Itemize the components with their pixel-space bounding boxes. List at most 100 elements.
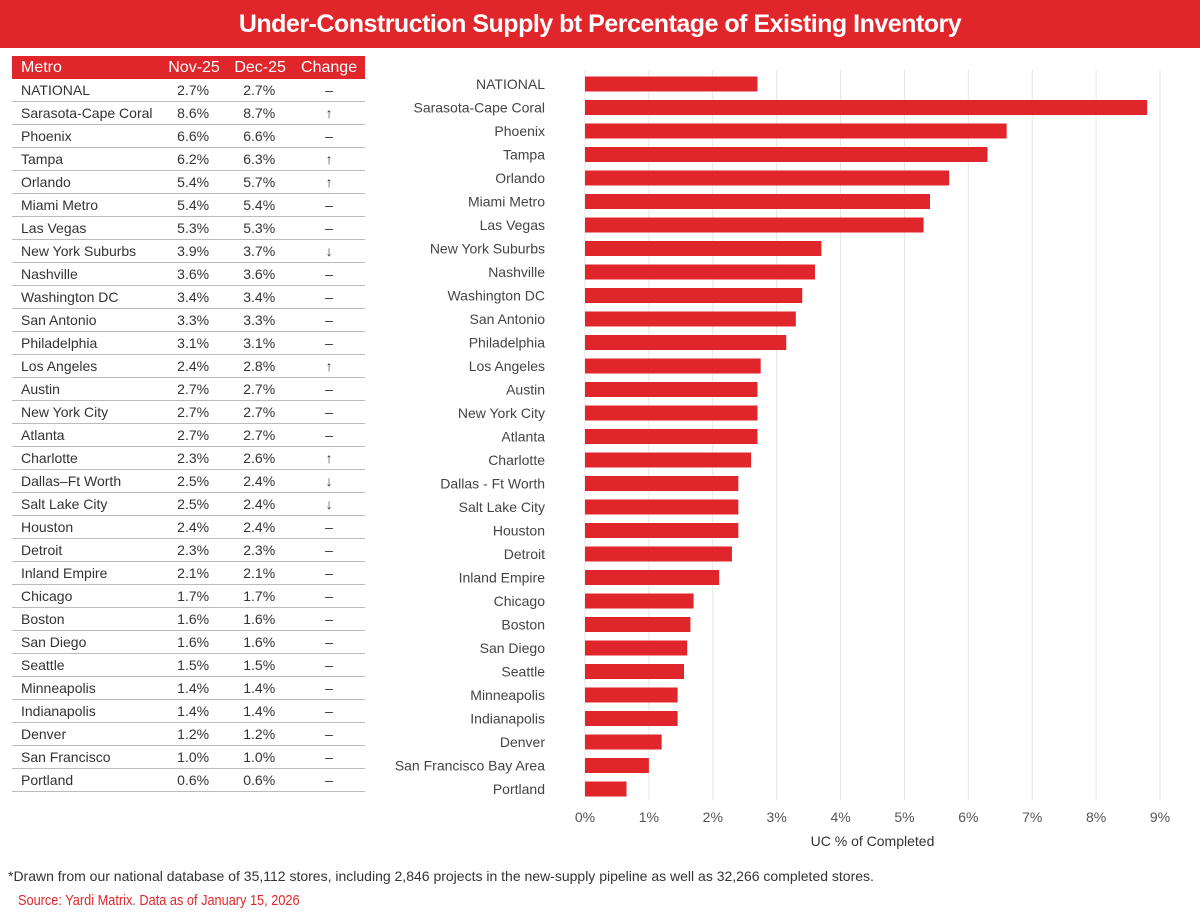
nov-cell: 3.3% (161, 308, 228, 332)
bar (585, 311, 796, 327)
nov-cell: 1.4% (161, 699, 228, 723)
nov-cell: 6.2% (161, 147, 228, 171)
category-label: Detroit (504, 546, 545, 562)
metro-cell: Inland Empire (12, 561, 161, 585)
metro-cell: Washington DC (12, 285, 161, 309)
table-row: Las Vegas 5.3% 5.3% – (12, 216, 365, 240)
bar (585, 405, 758, 421)
category-label: Los Angeles (469, 358, 545, 374)
bar (585, 76, 758, 92)
change-cell: ↓ (293, 492, 365, 516)
change-cell: – (293, 423, 365, 447)
category-label: Washington DC (447, 288, 545, 304)
x-tick-label: 5% (894, 809, 914, 825)
category-label: San Antonio (469, 311, 545, 327)
nov-cell: 5.3% (161, 216, 228, 240)
category-label: Indianapolis (470, 711, 545, 727)
bar (585, 499, 739, 515)
metro-table: Metro Nov-25 Dec-25 Change NATIONAL 2.7% 2.7% –… (12, 56, 365, 792)
table-row: Detroit 2.3% 2.3% – (12, 538, 365, 562)
metro-cell: Chicago (12, 584, 161, 608)
dec-cell: 1.5% (227, 653, 294, 677)
table-row: New York City 2.7% 2.7% – (12, 400, 365, 424)
metro-cell: NATIONAL (12, 79, 161, 102)
x-tick-label: 3% (767, 809, 787, 825)
dec-cell: 2.1% (227, 561, 294, 585)
table-row: Nashville 3.6% 3.6% – (12, 262, 365, 286)
nov-cell: 0.6% (161, 768, 228, 792)
bar (585, 523, 739, 538)
metro-cell: Minneapolis (12, 676, 161, 700)
bar (585, 382, 758, 397)
bar (585, 358, 761, 374)
category-label: Seattle (501, 664, 545, 680)
dec-cell: 5.4% (227, 193, 294, 217)
table-row: Seattle 1.5% 1.5% – (12, 653, 365, 677)
metro-cell: San Diego (12, 630, 161, 654)
dec-cell: 2.3% (227, 538, 294, 562)
change-cell: – (293, 699, 365, 723)
category-label: Philadelphia (469, 335, 545, 351)
x-tick-label: 1% (639, 809, 659, 825)
dec-cell: 3.4% (227, 285, 294, 309)
nov-cell: 5.4% (161, 193, 228, 217)
x-tick-label: 9% (1150, 809, 1170, 825)
metro-cell: Indianapolis (12, 699, 161, 723)
x-tick-label: 6% (958, 809, 978, 825)
bar (585, 170, 950, 186)
dec-cell: 8.7% (227, 101, 294, 125)
table-row: Los Angeles 2.4% 2.8% ↑ (12, 354, 365, 378)
category-label: Dallas - Ft Worth (440, 476, 545, 492)
change-cell: – (293, 308, 365, 332)
dec-cell: 5.3% (227, 216, 294, 240)
nov-cell: 1.5% (161, 653, 228, 677)
dec-cell: 3.7% (227, 239, 294, 263)
metro-cell: Detroit (12, 538, 161, 562)
nov-cell: 2.5% (161, 469, 228, 493)
category-label: Inland Empire (459, 570, 546, 586)
category-label: Salt Lake City (459, 499, 545, 515)
nov-cell: 5.4% (161, 170, 228, 194)
dec-cell: 1.4% (227, 699, 294, 723)
table-row: Indianapolis 1.4% 1.4% – (12, 699, 365, 723)
category-label: Miami Metro (468, 194, 545, 210)
metro-cell: Boston (12, 607, 161, 631)
bar (585, 640, 688, 656)
nov-cell: 1.6% (161, 630, 228, 654)
nov-cell: 1.0% (161, 745, 228, 769)
table-row: Dallas–Ft Worth 2.5% 2.4% ↓ (12, 469, 365, 493)
bar (585, 546, 732, 562)
metro-cell: Nashville (12, 262, 161, 286)
metro-cell: Charlotte (12, 446, 161, 470)
column-header: Nov-25 (161, 56, 228, 79)
metro-cell: Las Vegas (12, 216, 161, 240)
change-cell: – (293, 745, 365, 769)
x-tick-label: 4% (830, 809, 850, 825)
nov-cell: 2.4% (161, 515, 228, 539)
dec-cell: 2.4% (227, 515, 294, 539)
change-cell: ↑ (293, 354, 365, 378)
x-tick-label: 0% (575, 809, 595, 825)
dec-cell: 2.7% (227, 79, 294, 102)
column-header: Metro (12, 56, 161, 79)
change-cell: – (293, 722, 365, 746)
nov-cell: 1.7% (161, 584, 228, 608)
change-cell: – (293, 216, 365, 240)
change-cell: – (293, 630, 365, 654)
nov-cell: 2.4% (161, 354, 228, 378)
bar (585, 593, 694, 609)
table-row: Miami Metro 5.4% 5.4% – (12, 193, 365, 217)
change-cell: – (293, 285, 365, 309)
change-cell: – (293, 653, 365, 677)
nov-cell: 2.7% (161, 423, 228, 447)
table-row: NATIONAL 2.7% 2.7% – (12, 79, 365, 102)
table-row: Denver 1.2% 1.2% – (12, 722, 365, 746)
bar (585, 617, 691, 632)
dec-cell: 5.7% (227, 170, 294, 194)
bar (585, 711, 678, 726)
dec-cell: 3.3% (227, 308, 294, 332)
table-row: Atlanta 2.7% 2.7% – (12, 423, 365, 447)
category-label: Orlando (495, 170, 545, 186)
metro-cell: Dallas–Ft Worth (12, 469, 161, 493)
table-row: Phoenix 6.6% 6.6% – (12, 124, 365, 148)
